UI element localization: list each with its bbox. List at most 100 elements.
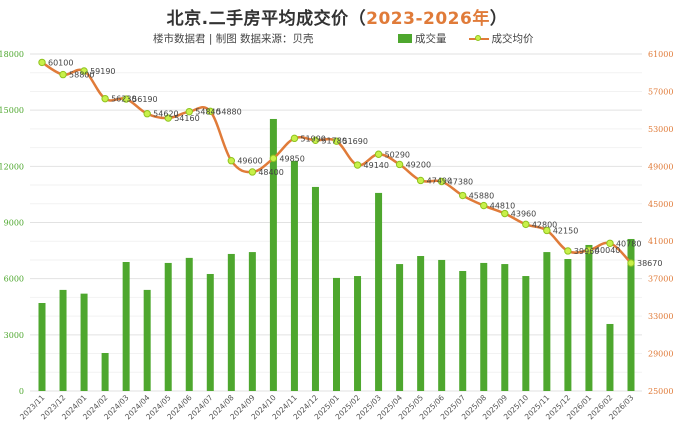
price-data-label: 49600 bbox=[237, 157, 262, 166]
price-data-label: 54620 bbox=[153, 110, 178, 119]
volume-bar bbox=[438, 259, 446, 391]
price-data-label: 56230 bbox=[111, 95, 136, 104]
price-data-label: 51690 bbox=[343, 137, 368, 146]
price-marker bbox=[38, 58, 46, 67]
price-data-label: 47490 bbox=[427, 176, 452, 185]
volume-bar bbox=[354, 276, 362, 391]
left-axis-ticks: 0 3000 6000 9000 12000 15000 18000 bbox=[0, 50, 24, 396]
price-marker bbox=[416, 176, 425, 185]
price-marker bbox=[122, 95, 130, 103]
legend-volume-label: 成交量 bbox=[415, 33, 447, 45]
legend: 成交量 成交均价 bbox=[398, 31, 534, 46]
volume-bar bbox=[122, 262, 130, 391]
price-data-label: 51780 bbox=[321, 136, 346, 145]
right-axis-tick: 33000 bbox=[648, 312, 673, 321]
bar-swatch-icon bbox=[398, 34, 412, 43]
price-data-label: 50290 bbox=[385, 150, 410, 159]
right-axis-tick: 37000 bbox=[648, 275, 673, 284]
legend-item-price[interactable]: 成交均价 bbox=[468, 31, 534, 46]
price-data-label: 54880 bbox=[216, 107, 241, 116]
volume-bar bbox=[59, 289, 67, 391]
volume-bar bbox=[606, 323, 614, 391]
right-axis-tick: 45000 bbox=[648, 200, 673, 209]
price-data-label: 38670 bbox=[637, 259, 662, 268]
price-marker bbox=[248, 168, 257, 176]
right-axis-tick: 61000 bbox=[648, 50, 673, 59]
volume-bar bbox=[227, 253, 235, 391]
right-axis-tick: 29000 bbox=[648, 350, 673, 359]
left-axis-tick: 18000 bbox=[0, 50, 24, 59]
title-prefix: 北京.二手房平均成交价（ bbox=[166, 9, 367, 29]
chart-title: 北京.二手房平均成交价（2023-2026年） bbox=[0, 4, 674, 29]
left-axis-tick: 12000 bbox=[0, 162, 24, 171]
price-marker bbox=[311, 136, 320, 145]
price-data-label: 51990 bbox=[300, 134, 325, 143]
volume-bar bbox=[375, 192, 383, 391]
volume-bar bbox=[206, 273, 214, 391]
price-data-label: 48400 bbox=[258, 168, 283, 177]
price-marker bbox=[606, 239, 614, 247]
price-marker bbox=[585, 246, 593, 254]
price-data-label: 39960 bbox=[574, 247, 599, 256]
volume-bar bbox=[248, 252, 256, 391]
price-marker bbox=[143, 110, 151, 118]
volume-bar bbox=[164, 262, 172, 391]
volume-bar bbox=[333, 277, 340, 391]
volume-bar bbox=[396, 264, 404, 391]
volume-bar bbox=[627, 238, 635, 391]
price-data-label: 47380 bbox=[448, 177, 473, 186]
volume-bar bbox=[101, 352, 109, 391]
volume-bar bbox=[185, 257, 193, 391]
volume-bars bbox=[38, 118, 635, 391]
volume-bar bbox=[311, 186, 319, 391]
price-data-label: 60100 bbox=[48, 58, 73, 67]
right-axis-tick: 25000 bbox=[648, 387, 673, 396]
price-marker bbox=[437, 177, 446, 186]
volume-bar bbox=[459, 270, 467, 391]
left-axis-tick: 6000 bbox=[4, 275, 24, 284]
price-data-label: 49200 bbox=[406, 160, 431, 169]
price-marker bbox=[227, 157, 236, 165]
volume-bar bbox=[80, 293, 88, 391]
price-marker bbox=[543, 226, 551, 235]
right-axis-ticks: 25000 29000 33000 37000 41000 45000 49000 53000… bbox=[648, 50, 673, 396]
volume-bar bbox=[585, 244, 593, 391]
volume-bar bbox=[522, 276, 530, 391]
price-data-label: 54840 bbox=[195, 108, 220, 117]
price-data-label: 40780 bbox=[616, 239, 641, 248]
price-marker bbox=[459, 191, 467, 200]
volume-bar bbox=[480, 262, 488, 391]
price-line-path bbox=[41, 61, 632, 264]
volume-bar bbox=[543, 252, 551, 391]
price-marker bbox=[80, 67, 88, 75]
right-axis-tick: 53000 bbox=[648, 125, 673, 134]
volume-bar bbox=[501, 264, 509, 391]
price-data-label: 43960 bbox=[511, 210, 536, 219]
chart-subtitle: 楼市数据君 | 制图 数据来源：贝壳 bbox=[153, 33, 314, 45]
volume-bar bbox=[417, 256, 425, 391]
price-marker bbox=[164, 114, 172, 122]
price-line bbox=[38, 58, 635, 267]
price-marker bbox=[185, 107, 193, 116]
price-marker bbox=[290, 134, 299, 143]
price-marker bbox=[501, 209, 509, 218]
title-suffix: ） bbox=[489, 9, 508, 29]
price-marker bbox=[480, 201, 488, 210]
price-data-label: 56190 bbox=[132, 95, 157, 104]
volume-bar bbox=[290, 160, 298, 391]
left-axis-tick: 15000 bbox=[0, 106, 24, 115]
price-data-label: 42800 bbox=[532, 220, 557, 229]
right-axis-tick: 57000 bbox=[648, 87, 673, 96]
price-data-label: 45880 bbox=[469, 192, 494, 201]
price-data-label: 49140 bbox=[364, 161, 389, 170]
volume-bar bbox=[269, 118, 277, 391]
price-marker bbox=[522, 220, 530, 229]
volume-bar bbox=[38, 303, 46, 391]
price-data-label: 42150 bbox=[553, 226, 578, 235]
left-axis-tick: 3000 bbox=[4, 331, 24, 340]
price-marker bbox=[395, 160, 404, 169]
legend-item-volume[interactable]: 成交量 bbox=[398, 31, 447, 46]
line-marker-swatch-icon bbox=[468, 34, 489, 43]
